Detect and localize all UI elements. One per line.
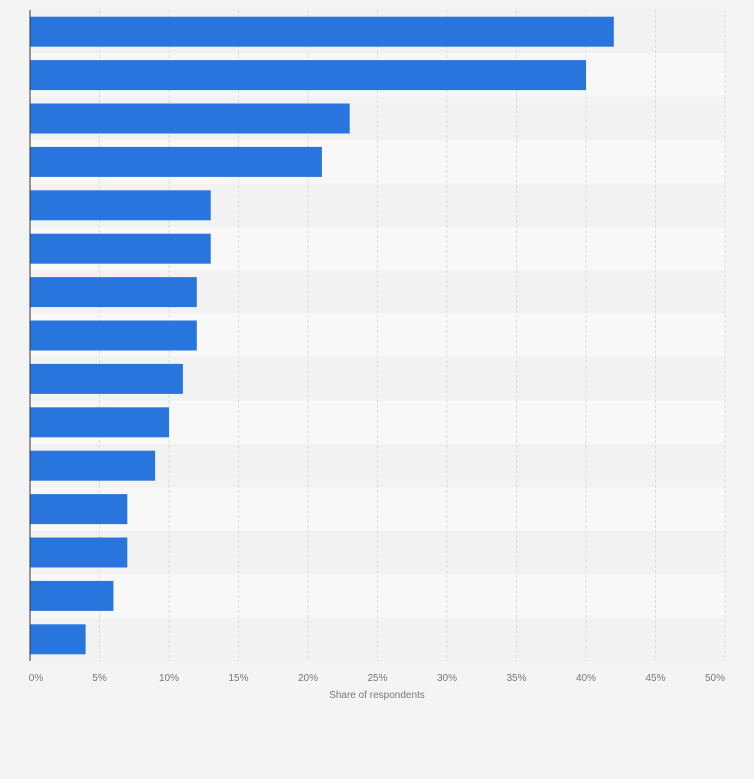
bar[interactable]: 42% <box>30 16 614 47</box>
x-tick-label: 0% <box>29 673 44 684</box>
bar[interactable]: 12% <box>30 320 197 351</box>
x-tick-label: 50% <box>705 673 725 684</box>
bar[interactable]: 9% <box>30 450 156 481</box>
x-tick-label: 20% <box>298 673 318 684</box>
bar[interactable]: 7% <box>30 537 128 568</box>
bar[interactable]: 11% <box>30 363 183 394</box>
x-tick-label: 30% <box>437 673 457 684</box>
x-axis-ticks: 0% 5% 10% 15% 20% 25% 30% 35% 40% 45% 50% <box>29 673 725 684</box>
bar[interactable]: 6% <box>30 580 114 611</box>
x-tick-label: 5% <box>92 673 107 684</box>
bar[interactable]: 7% <box>30 494 128 525</box>
bar[interactable]: 23% <box>30 103 350 134</box>
bar[interactable]: 13% <box>30 233 211 264</box>
bar[interactable]: 13% <box>30 190 211 221</box>
x-tick-label: 40% <box>576 673 596 684</box>
row-band <box>30 487 725 531</box>
x-axis-title: Share of respondents <box>329 690 425 701</box>
x-tick-label: 35% <box>506 673 526 684</box>
bar[interactable]: 4% <box>30 624 86 655</box>
bar[interactable]: 40% <box>30 60 586 91</box>
row-band <box>30 617 725 661</box>
bars: 42% 40% 23% 21% 13% 13% 12% 12% 11% 10% 9% 7% 7% 6% 4% <box>30 16 614 655</box>
bar[interactable]: 12% <box>30 277 197 308</box>
x-tick-label: 10% <box>159 673 179 684</box>
x-tick-label: 25% <box>367 673 387 684</box>
bar[interactable]: 10% <box>30 407 169 438</box>
bar[interactable]: 21% <box>30 146 322 177</box>
x-tick-label: 45% <box>645 673 665 684</box>
x-tick-label: 15% <box>228 673 248 684</box>
